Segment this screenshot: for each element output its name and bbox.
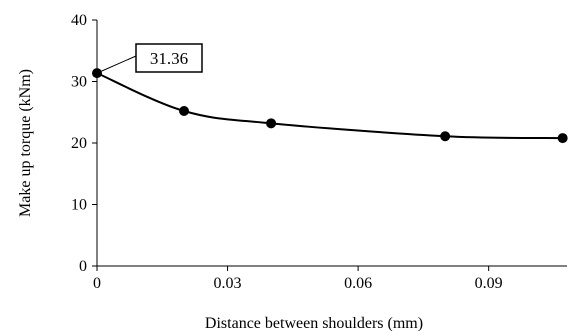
y-axis-ticks: 0 10 20 30 40 xyxy=(71,12,97,275)
data-point xyxy=(440,131,451,142)
annotation-label: 31.36 xyxy=(150,49,188,68)
y-tick-label: 30 xyxy=(71,74,87,91)
data-point xyxy=(557,133,568,144)
y-tick-label: 10 xyxy=(71,197,87,214)
y-tick-label: 0 xyxy=(79,258,87,275)
y-axis-title: Make up torque (kNm) xyxy=(17,69,34,217)
annotation-leader-line xyxy=(96,55,137,74)
x-tick-label: 0.03 xyxy=(214,275,242,292)
y-tick-label: 20 xyxy=(71,135,87,152)
annotations: 31.36 xyxy=(96,43,203,74)
y-tick-label: 40 xyxy=(71,12,87,29)
x-tick-label: 0.09 xyxy=(475,275,503,292)
data-markers xyxy=(92,68,568,144)
data-point xyxy=(266,118,277,129)
annotation-box xyxy=(135,43,203,73)
x-axis-title: Distance between shoulders (mm) xyxy=(205,315,423,331)
plot-area: 0 10 20 30 40 0 0.03 0.06 0.09 31.36 xyxy=(71,12,568,292)
series-line xyxy=(96,72,563,140)
x-tick-label: 0 xyxy=(93,275,101,292)
x-tick-label: 0.06 xyxy=(344,275,372,292)
x-axis-ticks: 0 0.03 0.06 0.09 xyxy=(93,266,503,292)
data-point xyxy=(179,106,190,117)
